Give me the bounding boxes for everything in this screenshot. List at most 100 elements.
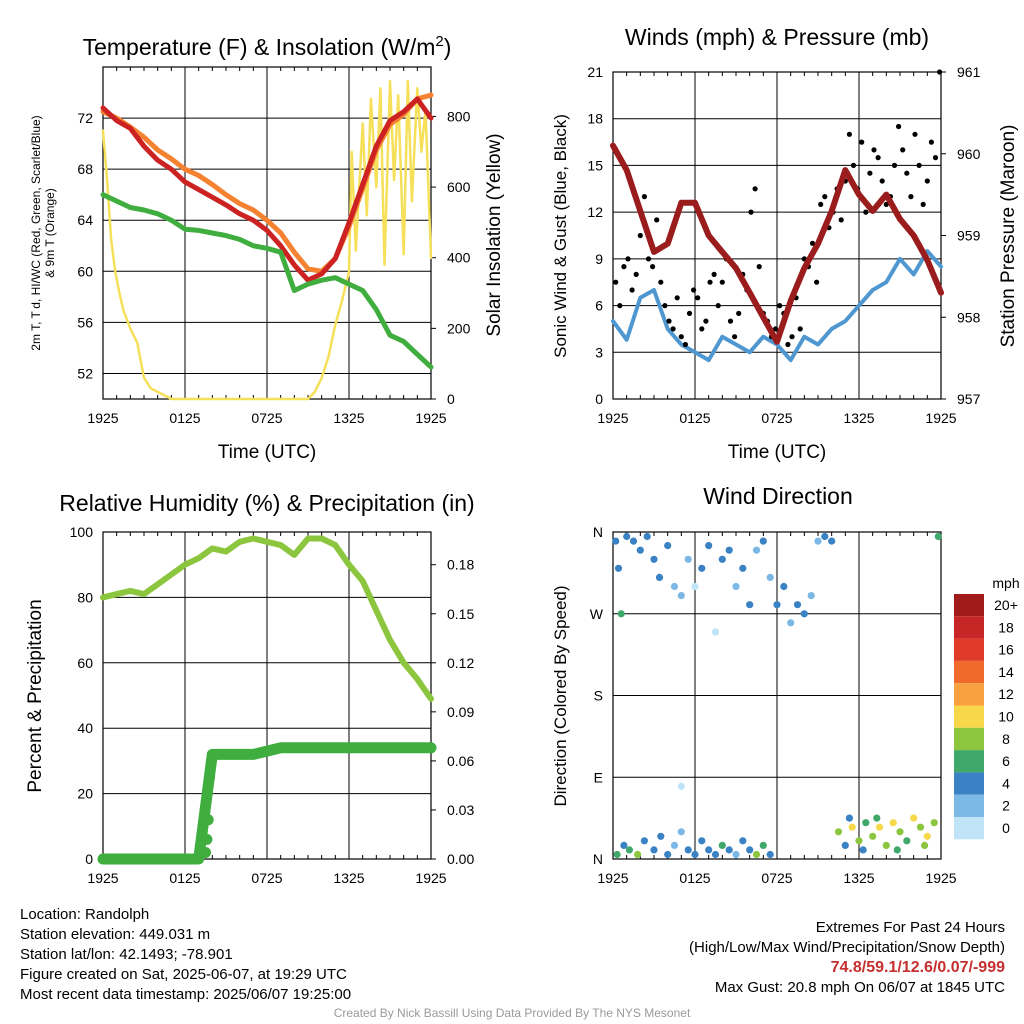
direction-point [873, 814, 881, 822]
direction-point [828, 537, 836, 545]
y-tick-label: 15 [587, 157, 603, 173]
chart-title-main: Temperature (F) & Insolation (W/m [83, 34, 436, 60]
direction-point [698, 837, 706, 845]
y2-tick-label: 0.09 [447, 704, 474, 720]
x-tick-label: 0125 [169, 870, 200, 886]
direction-point [677, 592, 685, 600]
direction-point [787, 619, 795, 627]
y-tick-label: 0 [85, 851, 93, 867]
direction-point [705, 846, 713, 854]
colorbar-swatch [954, 705, 984, 728]
x-tick-label: 0125 [679, 410, 710, 426]
chart-title: Winds (mph) & Pressure (mb) [625, 24, 929, 50]
y-tick-label: 56 [77, 314, 93, 330]
direction-point [862, 819, 870, 827]
direction-point [698, 564, 706, 572]
gust-point [924, 178, 930, 184]
gust-point [678, 334, 684, 340]
y-axis-label: Direction (Colored By Speed) [551, 585, 570, 806]
direction-point [691, 850, 699, 859]
y2-tick-label: 600 [447, 179, 471, 195]
direction-point [875, 823, 884, 831]
y-tick-label: 80 [77, 589, 93, 605]
direction-point [614, 564, 623, 572]
direction-point [759, 841, 767, 850]
x-tick-label: 1925 [415, 410, 446, 426]
gust-point [846, 131, 853, 137]
direction-point [752, 546, 761, 554]
x-tick-label: 0125 [169, 410, 200, 426]
direction-point [664, 850, 672, 859]
direction-point [705, 542, 713, 550]
colorbar-swatch [954, 616, 984, 639]
chart-panel-2: 1925 0125 0725 1325 1925 0 3 6 9 12 15 18 21 957 958 95… [551, 24, 1019, 463]
colorbar-label: 8 [1002, 731, 1010, 747]
gust-point [715, 303, 721, 309]
credit-text: Created By Nick Bassill Using Data Provi… [333, 1006, 691, 1020]
y-tick-label: 52 [77, 365, 93, 381]
colorbar-swatch [954, 638, 984, 661]
chart-title: Relative Humidity (%) & Precipitation (i… [59, 490, 474, 516]
created-text: Figure created on Sat, 2025-06-07, at 19… [20, 966, 347, 983]
direction-point [684, 846, 692, 854]
y-tick-label: 40 [77, 720, 93, 736]
series-line-1 [97, 742, 437, 865]
extremes-title: Extremes For Past 24 Hours [815, 919, 1005, 936]
direction-point [732, 850, 740, 859]
y2-axis-label: Solar Insolation (Yellow) [484, 133, 505, 336]
y2-tick-label: 958 [957, 309, 981, 325]
gust-point [850, 162, 857, 168]
gust-point [711, 271, 717, 277]
direction-point [725, 546, 733, 554]
direction-point [859, 846, 867, 854]
gust-point [748, 209, 754, 215]
y2-tick-label: 0.15 [447, 606, 474, 622]
gust-point [691, 287, 697, 293]
direction-point [718, 555, 726, 563]
colorbar-title: mph [992, 575, 1019, 591]
gust-point [621, 264, 627, 270]
direction-point [623, 532, 631, 541]
y-tick-label: 0 [595, 391, 603, 407]
colorbar-label: 0 [1002, 820, 1010, 836]
chart-panel-4: 1925 0125 0725 1325 1925 N E S W N Wind Direction D… [551, 483, 1020, 886]
y-tick-label: 100 [70, 524, 94, 540]
y2-tick-label: 961 [957, 64, 981, 80]
gust-point [625, 256, 631, 262]
direction-point [821, 532, 829, 541]
gust-point [859, 139, 865, 145]
chart-title: Wind Direction [703, 483, 853, 509]
gust-point [867, 170, 873, 176]
y2-tick-label: 0.12 [447, 655, 474, 671]
gust-point [732, 334, 738, 340]
direction-point [889, 819, 897, 827]
gust-point [928, 139, 935, 145]
y2-tick-label: 957 [957, 391, 981, 407]
gust-point [863, 209, 869, 215]
gust-point [654, 217, 660, 223]
colorbar-label: 10 [998, 709, 1014, 725]
series-line-2 [100, 96, 434, 283]
direction-point [893, 846, 901, 854]
precip-point [206, 752, 218, 764]
colorbar-label: 16 [998, 642, 1014, 658]
pressure-line [610, 142, 944, 345]
y-axis-label-line: 2m T, T d, HI/WC (Red, Green, Scarlet/Bl… [29, 115, 43, 350]
direction-point [650, 555, 658, 563]
gust-point [937, 69, 943, 75]
gust-point [695, 295, 701, 301]
chart-panel-1: 1925 0125 0725 1325 1925 52 56 60 64 68 72 0 200 400 6… [29, 33, 505, 463]
direction-point [746, 846, 754, 854]
chart-title: Temperature (F) & Insolation (W/m2) [83, 33, 452, 60]
direction-point [664, 542, 672, 550]
gust-point [613, 279, 619, 285]
precip-point [202, 814, 214, 826]
x-tick-label: 0725 [251, 410, 282, 426]
gust-point [896, 123, 902, 130]
y2-axis-label: Station Pressure (Maroon) [998, 125, 1019, 348]
chart-title-end: ) [444, 34, 452, 60]
gust-point [756, 264, 762, 270]
direction-point [617, 610, 625, 618]
y2-tick-label: 200 [447, 320, 471, 336]
direction-point [625, 846, 634, 854]
